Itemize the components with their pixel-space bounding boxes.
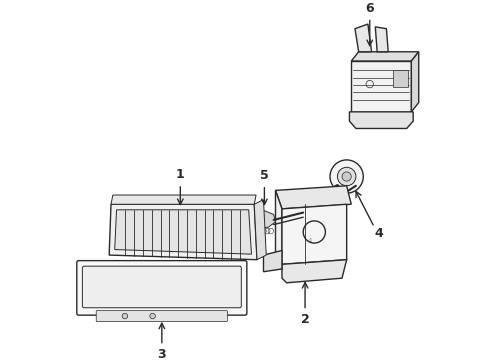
Circle shape [338,167,356,186]
Polygon shape [375,27,388,52]
Polygon shape [115,210,251,254]
Text: 2: 2 [301,313,310,326]
Bar [393,70,408,87]
Text: 1: 1 [176,168,185,181]
Text: 5: 5 [260,169,269,182]
Polygon shape [111,195,256,204]
Text: 4: 4 [308,238,312,244]
Polygon shape [355,24,371,52]
Circle shape [342,172,351,181]
FancyBboxPatch shape [77,261,247,315]
Polygon shape [254,200,266,260]
Circle shape [330,160,363,193]
Text: 3: 3 [157,348,166,360]
Polygon shape [275,190,282,269]
Polygon shape [351,52,419,61]
Polygon shape [252,211,275,228]
Circle shape [150,313,155,319]
Polygon shape [411,52,419,112]
Polygon shape [109,204,257,260]
Polygon shape [282,204,346,264]
Polygon shape [275,186,351,209]
Polygon shape [349,112,413,129]
Text: 6: 6 [366,2,374,15]
Polygon shape [264,251,282,272]
FancyBboxPatch shape [82,266,241,308]
Polygon shape [351,61,411,112]
FancyBboxPatch shape [96,311,227,321]
Polygon shape [282,260,346,283]
Circle shape [122,313,127,319]
Text: 4: 4 [375,227,383,240]
